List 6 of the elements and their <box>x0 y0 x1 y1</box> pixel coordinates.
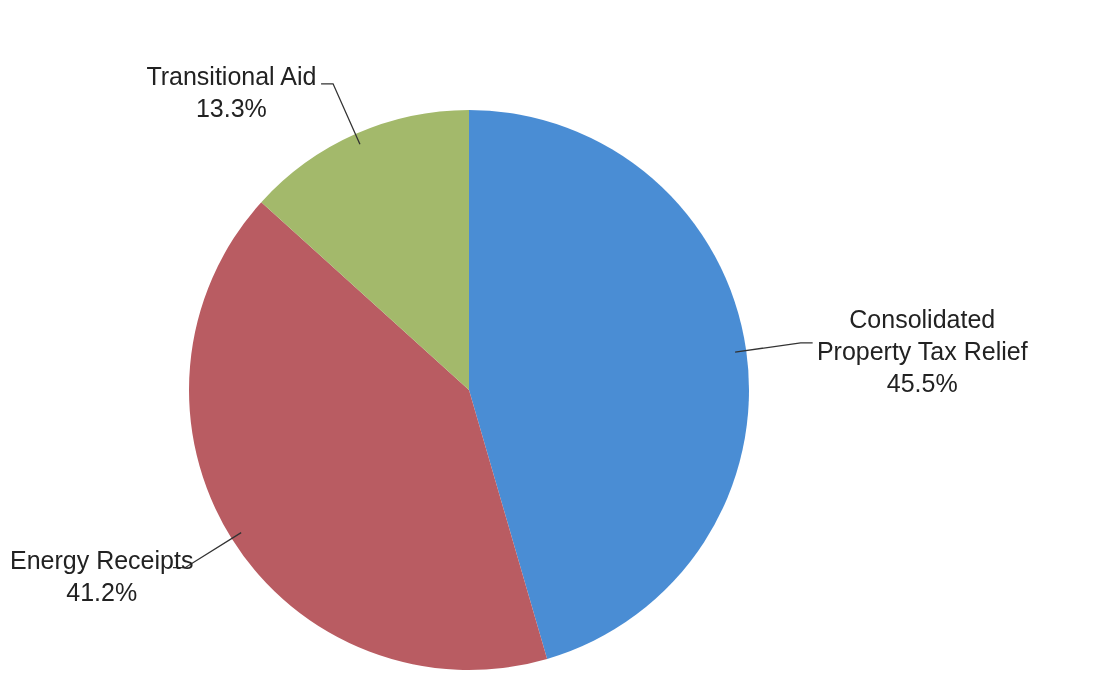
slice-label: Energy Receipts <box>9 546 194 575</box>
data-label: 41.2% <box>66 578 138 607</box>
data-label: 45.5% <box>886 369 958 398</box>
slice-label: Consolidated Property Tax Relief <box>816 305 1028 366</box>
slice-label: Transitional Aid <box>146 62 317 91</box>
data-label: 13.3% <box>195 94 267 123</box>
